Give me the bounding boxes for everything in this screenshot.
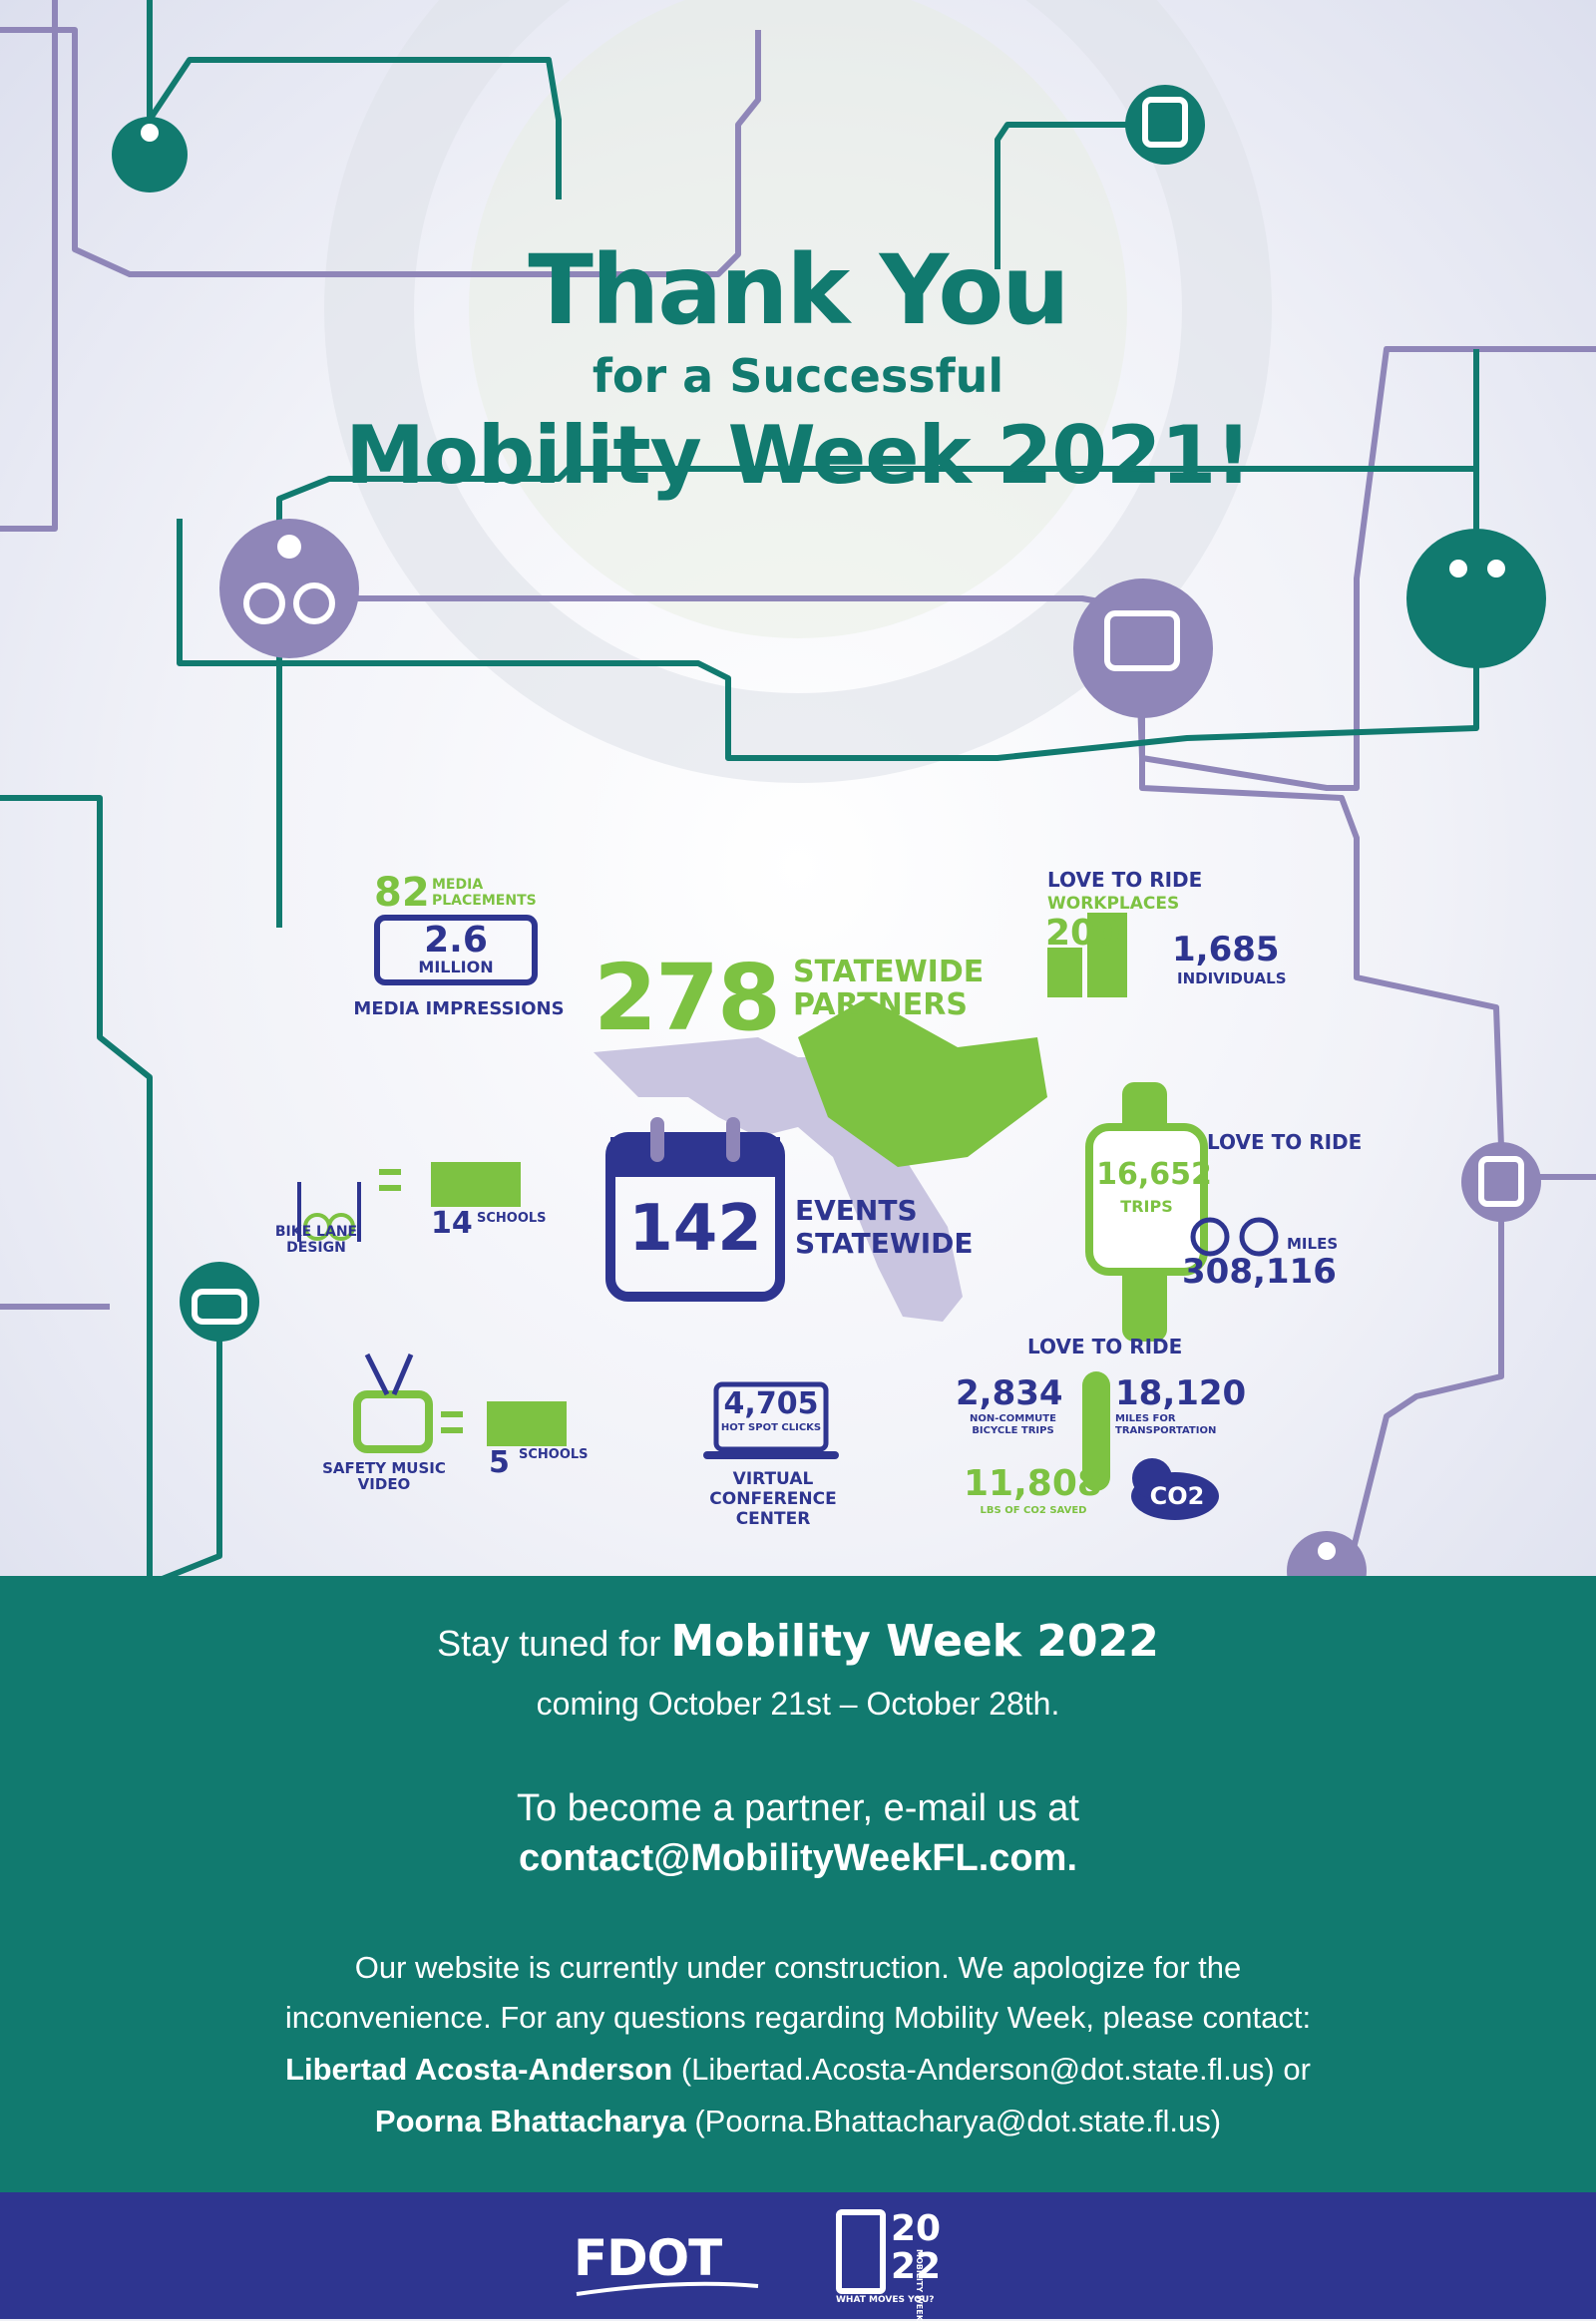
conference-clicks-count: 4,705	[723, 1386, 819, 1421]
ltr-trips-count: 16,652	[1096, 1157, 1212, 1192]
media-impressions-label: MEDIA IMPRESSIONS	[353, 998, 565, 1019]
bike-lane-label-2: DESIGN	[286, 1240, 346, 1256]
ltr-miles-transport-label-2: TRANSPORTATION	[1115, 1425, 1217, 1436]
contact-email-link[interactable]: contact@MobilityWeekFL.com	[519, 1837, 1067, 1879]
media-placements-label-1: MEDIA	[432, 877, 484, 893]
ltr-miles-transport-count: 18,120	[1115, 1373, 1247, 1413]
mw-logo-year-1: 20	[891, 2208, 942, 2249]
title-thank-you: Thank You	[528, 234, 1069, 346]
footer-bar	[0, 2192, 1596, 2319]
next-event-line: Stay tuned for Mobility Week 2022	[0, 1616, 1596, 1667]
ltr-brand-2: LOVE TO RIDE	[1207, 1130, 1363, 1154]
title-mobility-week: Mobility Week 2021!	[345, 409, 1251, 502]
ltr-trips-nc-label-1: NON-COMMUTE	[970, 1413, 1056, 1424]
next-event-dates: coming October 21st – October 28th.	[536, 1686, 1060, 1722]
conference-clicks-label: HOT SPOT CLICKS	[720, 1422, 822, 1433]
contact-2: Poorna Bhattacharya (Poorna.Bhattacharya…	[0, 2104, 1596, 2139]
ltr-trips-nc-label-2: BICYCLE TRIPS	[972, 1425, 1054, 1436]
bike-lane-schools-count: 14	[431, 1206, 473, 1241]
ltr-miles-label: MILES	[1287, 1235, 1339, 1253]
ltr-co2-label: LBS OF CO2 SAVED	[980, 1505, 1087, 1516]
ltr-trips-nc-count: 2,834	[956, 1373, 1063, 1413]
partners-label-2: PARTNERS	[793, 987, 968, 1022]
next-event-title: Mobility Week 2022	[670, 1616, 1159, 1667]
partners-label-1: STATEWIDE	[793, 955, 985, 989]
media-impressions-unit: MILLION	[418, 958, 494, 976]
partner-line: To become a partner, e-mail us at	[517, 1787, 1079, 1829]
ltr-individuals-label: INDIVIDUALS	[1177, 969, 1287, 987]
announcement-panel	[0, 1576, 1596, 2194]
title-subtitle: for a Successful	[592, 349, 1004, 403]
website-note-1: Our website is currently under construct…	[354, 1950, 1242, 1985]
bike-lane-label-1: BIKE LANE	[274, 1224, 358, 1240]
ltr-miles-transport-label-1: MILES FOR	[1115, 1413, 1176, 1424]
events-label-1: EVENTS	[795, 1194, 918, 1227]
ltr-individuals-count: 1,685	[1172, 930, 1280, 969]
conference-label-3: CENTER	[735, 1509, 811, 1529]
bike-lane-schools-label: SCHOOLS	[477, 1211, 547, 1226]
fdot-logo: FDOT	[574, 2229, 722, 2287]
media-placements-count: 82	[374, 870, 430, 916]
ltr-co2-count: 11,808	[964, 1463, 1102, 1504]
contact-1: Libertad Acosta-Anderson (Libertad.Acost…	[0, 2052, 1596, 2088]
website-note-2: inconvenience. For any questions regardi…	[284, 2000, 1312, 2035]
events-label-2: STATEWIDE	[795, 1227, 974, 1260]
safety-video-label-1: SAFETY MUSIC	[322, 1459, 446, 1477]
partners-count: 278	[594, 945, 781, 1051]
mobility-week-2022-logo: 20 22 WHAT MOVES YOU? MOBILITY WEEK	[836, 2208, 986, 2321]
co2-cloud-icon: CO2	[1149, 1482, 1205, 1510]
contact-2-name: Poorna Bhattacharya	[374, 2104, 686, 2138]
events-count: 142	[628, 1192, 762, 1266]
conference-label-1: VIRTUAL	[732, 1469, 814, 1489]
next-event-prefix: Stay tuned for	[437, 1623, 661, 1664]
mw-logo-side: MOBILITY WEEK	[915, 2249, 924, 2321]
media-placements-label-2: PLACEMENTS	[432, 893, 537, 909]
ltr-workplaces-count: 200	[1045, 913, 1121, 954]
ltr-brand-1: LOVE TO RIDE	[1047, 868, 1203, 892]
ltr-workplaces-label: WORKPLACES	[1047, 894, 1180, 914]
contact-1-email[interactable]: (Libertad.Acosta-Anderson@dot.state.fl.u…	[680, 2052, 1311, 2087]
safety-video-label-2: VIDEO	[357, 1475, 411, 1493]
mw-logo-year-2: 22	[891, 2246, 942, 2287]
safety-video-schools-label: SCHOOLS	[519, 1447, 589, 1462]
mw-logo-tagline: WHAT MOVES YOU?	[836, 2295, 935, 2305]
contact-email-line: contact@MobilityWeekFL.com.	[519, 1837, 1077, 1879]
contact-2-email[interactable]: (Poorna.Bhattacharya@dot.state.fl.us)	[694, 2104, 1222, 2138]
ltr-trips-label: TRIPS	[1120, 1197, 1173, 1216]
safety-video-schools-count: 5	[489, 1445, 510, 1480]
conference-label-2: CONFERENCE	[709, 1489, 837, 1509]
contact-1-name: Libertad Acosta-Anderson	[285, 2052, 673, 2087]
ltr-miles-count: 308,116	[1182, 1252, 1337, 1292]
media-impressions-value: 2.6	[424, 920, 488, 961]
ltr-brand-3: LOVE TO RIDE	[1027, 1335, 1183, 1358]
